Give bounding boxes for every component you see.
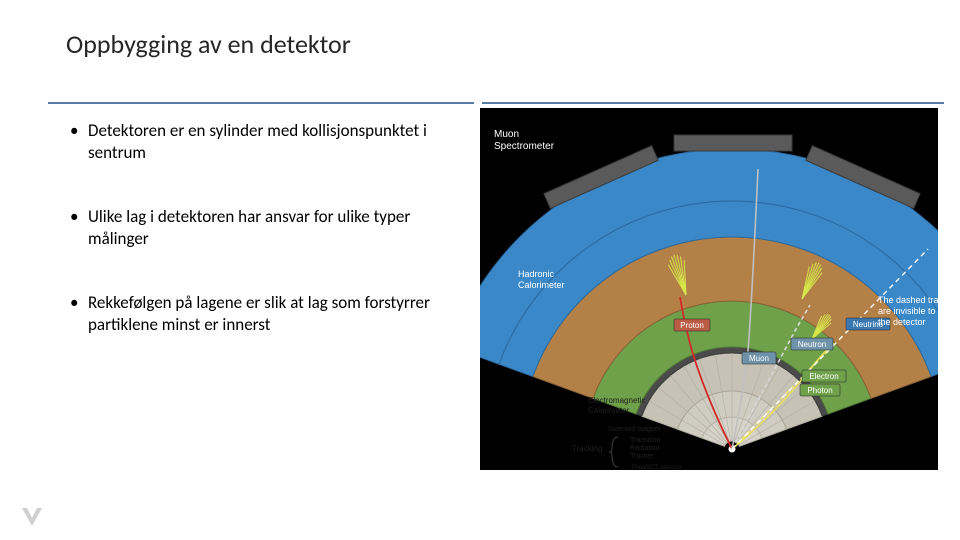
svg-text:Spectrometer: Spectrometer <box>494 141 555 152</box>
svg-text:Calorimeter: Calorimeter <box>518 280 565 290</box>
detector-diagram: ProtonMuonNeutronPhotonElectronNeutrinoM… <box>480 108 938 470</box>
svg-text:Proton: Proton <box>680 321 704 330</box>
svg-text:Transition: Transition <box>630 437 661 444</box>
svg-text:Pixel/SCT detector: Pixel/SCT detector <box>632 465 682 470</box>
svg-text:Radiation: Radiation <box>630 445 660 452</box>
svg-text:Hadronic: Hadronic <box>518 269 555 279</box>
bullet-item: Ulike lag i detektoren har ansvar for ul… <box>66 206 466 250</box>
svg-text:Electron: Electron <box>809 372 838 381</box>
bullet-item: Detektoren er en sylinder med kollisjons… <box>66 120 466 164</box>
svg-text:Muon: Muon <box>494 129 519 140</box>
svg-text:Electromagnetic: Electromagnetic <box>588 396 645 405</box>
svg-text:The dashed tracks: The dashed tracks <box>878 295 938 305</box>
svg-text:Neutron: Neutron <box>798 340 826 349</box>
svg-text:are invisible to: are invisible to <box>878 306 936 316</box>
svg-text:the detector: the detector <box>878 317 926 327</box>
svg-text:Calorimeter: Calorimeter <box>588 406 630 415</box>
svg-text:Muon: Muon <box>749 354 769 363</box>
svg-text:Photon: Photon <box>807 386 832 395</box>
svg-text:Tracking: Tracking <box>572 444 602 453</box>
slide-title: Oppbygging av en detektor <box>66 28 960 60</box>
divider <box>48 102 944 104</box>
svg-text:Solenoid magnet: Solenoid magnet <box>608 426 661 433</box>
bullet-list-region: Detektoren er en sylinder med kollisjons… <box>66 120 466 379</box>
svg-text:Tracker: Tracker <box>630 453 654 460</box>
logo-icon <box>20 506 44 528</box>
bullet-item: Rekkefølgen på lagene er slik at lag som… <box>66 292 466 336</box>
